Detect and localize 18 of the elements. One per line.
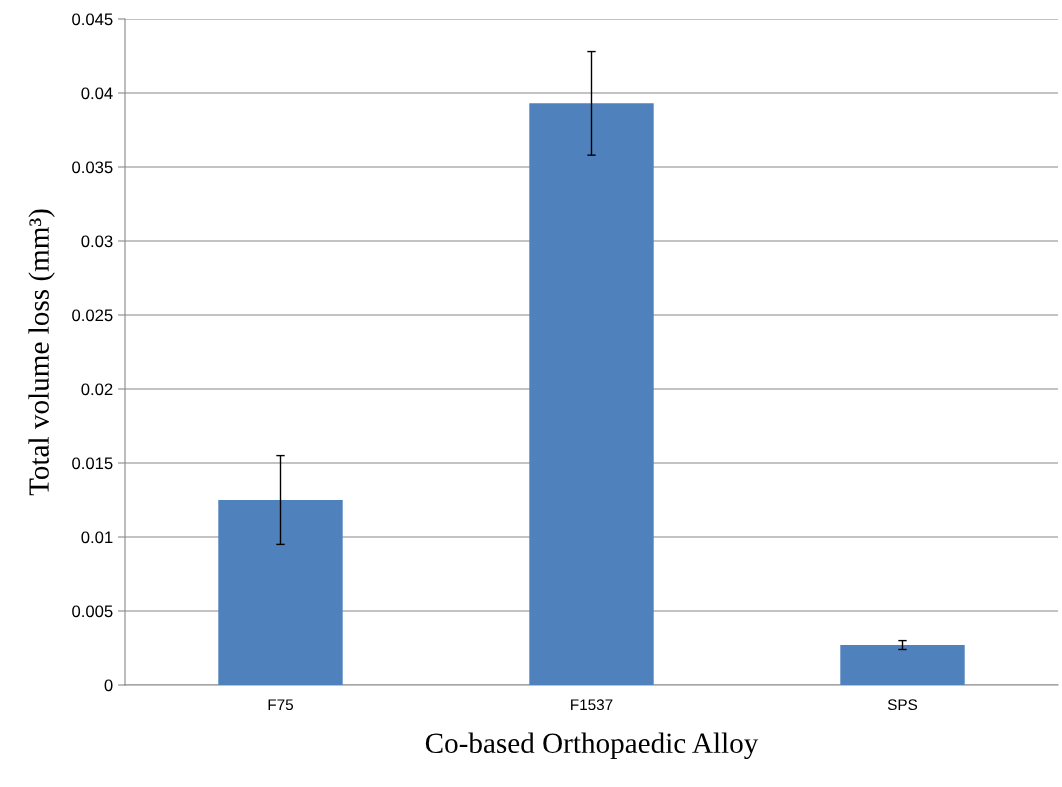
x-tick-label: F75 xyxy=(268,699,294,711)
y-tick-label: 0.025 xyxy=(72,309,113,322)
bar xyxy=(840,645,965,685)
x-tick-label: F1537 xyxy=(571,699,613,711)
y-tick-label: 0.005 xyxy=(72,605,113,618)
y-tick-label: 0.035 xyxy=(72,161,113,174)
y-tick-label: 0.01 xyxy=(81,531,113,544)
y-axis-title: Total volume loss (mm³) xyxy=(28,209,55,496)
x-tick-label: SPS xyxy=(887,699,918,711)
y-tick-label: 0.04 xyxy=(81,87,113,100)
bar xyxy=(218,500,343,685)
y-tick-label: 0 xyxy=(104,679,113,692)
y-tick-label: 0.045 xyxy=(72,13,113,26)
x-axis-title: Co-based Orthopaedic Alloy xyxy=(425,732,759,760)
y-tick-label: 0.015 xyxy=(72,457,113,470)
bar xyxy=(529,103,654,685)
y-tick-label: 0.03 xyxy=(81,235,113,248)
y-tick-label: 0.02 xyxy=(81,383,113,396)
